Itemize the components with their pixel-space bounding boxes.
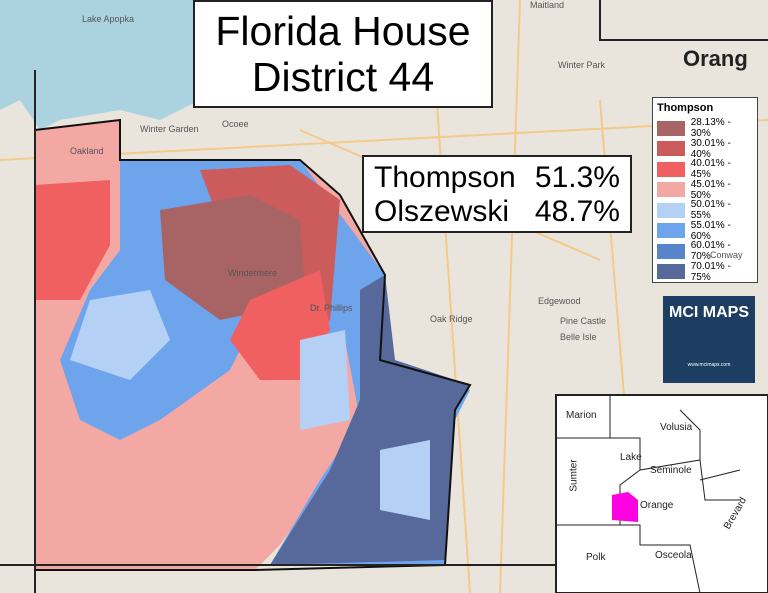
legend-label: 50.01% - 55% — [690, 199, 731, 222]
logo: MCI MAPS www.mcimaps.com — [663, 296, 755, 383]
place-label: Conway — [710, 250, 743, 260]
legend-swatch — [657, 182, 685, 198]
inset-label: Sumter — [568, 459, 580, 492]
inset — [555, 394, 768, 593]
result-row: Olszewski 48.7% — [374, 195, 620, 229]
place-label: Lake Apopka — [82, 14, 135, 24]
inset-label: Lake — [620, 452, 642, 463]
legend-item: 30.01% - 40% — [657, 137, 753, 160]
legend-swatch — [657, 264, 685, 280]
district-area — [70, 290, 170, 380]
legend-item: 40.01% - 45% — [657, 158, 753, 181]
legend-label: 30.01% - 40% — [690, 137, 731, 160]
legend-title: Thompson — [657, 102, 714, 114]
legend-swatch — [657, 141, 685, 157]
legend-swatch — [657, 120, 685, 136]
legend-label: 55.01% - 60% — [690, 219, 731, 242]
logo-url: www.mcimaps.com — [687, 362, 731, 368]
place-label: Edgewood — [538, 296, 581, 306]
district-area — [380, 440, 430, 520]
inset-boundaries — [556, 395, 741, 593]
inset-district — [612, 492, 638, 522]
legend-swatch — [657, 223, 685, 239]
candidate-name: Olszewski — [374, 195, 510, 228]
candidate-share: 48.7% — [534, 195, 620, 228]
legend-item: 55.01% - 60% — [657, 219, 753, 242]
inset-label: Seminole — [650, 465, 692, 476]
legend-label: 40.01% - 45% — [690, 158, 731, 181]
inset-label: Osceola — [655, 550, 692, 561]
results-box: Thompson 51.3% Olszewski 48.7% — [362, 155, 632, 233]
place-label: Maitland — [530, 0, 565, 10]
legend-label: 60.01% - 70% — [690, 240, 731, 263]
legend-item: 45.01% - 50% — [657, 178, 753, 201]
legend-label: 45.01% - 50% — [690, 178, 731, 201]
place-label: Windermere — [228, 268, 278, 278]
district-outline — [34, 118, 472, 571]
inset-label: Orange — [640, 500, 674, 511]
place-label: Belle Isle — [560, 332, 597, 342]
district-area — [300, 330, 350, 430]
candidate-name: Thompson — [374, 161, 516, 194]
legend: Thompson 28.13% - 30% 30.01% - 40% 40.01% … — [652, 97, 758, 283]
legend-label: 28.13% - 30% — [690, 117, 731, 140]
legend-swatch — [657, 161, 685, 177]
legend-item: 28.13% - 30% — [657, 117, 753, 140]
title: District 44 — [251, 54, 435, 100]
place-label: Pine Castle — [560, 316, 607, 326]
place-label: Oak Ridge — [430, 314, 473, 324]
inset-frame — [555, 394, 768, 593]
place-label: Dr. Phillips — [310, 303, 353, 313]
lake — [0, 0, 210, 130]
place-label: Orang — [683, 46, 748, 71]
legend-label: 70.01% - 75% — [690, 260, 731, 283]
inset-label: Volusia — [660, 422, 693, 433]
inset-label: Polk — [586, 552, 606, 563]
place-label: Winter Park — [558, 60, 606, 70]
district-area — [160, 195, 305, 320]
legend-item: 70.01% - 75% — [657, 260, 753, 283]
legend-swatch — [657, 202, 685, 218]
district-area — [35, 180, 110, 300]
inset-label: Marion — [566, 410, 597, 421]
logo-text: MCI MAPS — [669, 304, 749, 321]
legend-swatch — [657, 243, 685, 259]
title: Florida House — [215, 8, 471, 54]
place-label: Winter Garden — [140, 124, 199, 134]
place-label: Ocoee — [222, 119, 249, 129]
legend-item: 60.01% - 70% — [657, 240, 753, 263]
legend-item: 50.01% - 55% — [657, 199, 753, 222]
place-label: Oakland — [70, 146, 104, 156]
title-box: Florida House District 44 — [193, 0, 493, 108]
result-row: Thompson 51.3% — [374, 161, 620, 195]
candidate-share: 51.3% — [534, 161, 620, 194]
